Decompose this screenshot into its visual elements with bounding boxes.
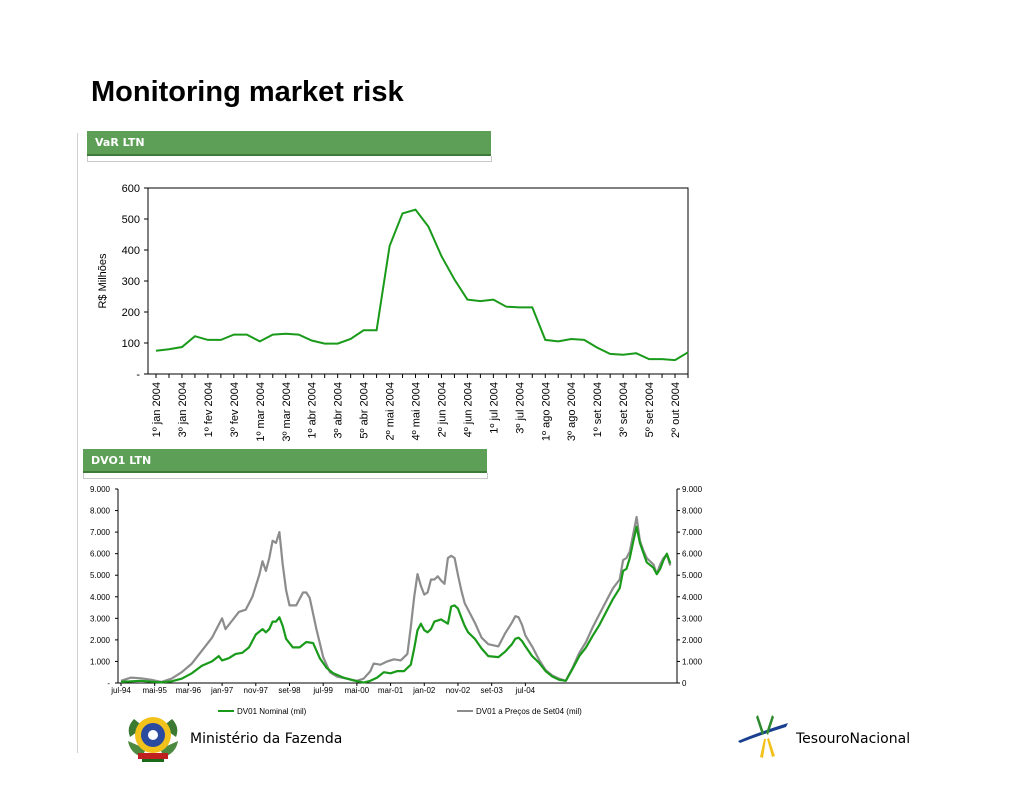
y-tick-label: 100: [122, 338, 140, 350]
y-tick-label: 300: [122, 276, 140, 288]
x-tick-label: 1º jul 2004: [488, 382, 500, 434]
dv01-ltn-panel-header: DVO1 LTN: [83, 449, 487, 473]
footer-ministry-label: Ministério da Fazenda: [190, 731, 343, 747]
x-tick-label: 3º set 2004: [618, 382, 630, 437]
x-tick-label: 3º jul 2004: [514, 382, 526, 434]
x-tick-label: 5º abr 2004: [359, 382, 371, 439]
y-tick-label: 500: [122, 214, 140, 226]
var-ltn-series-line: [155, 208, 689, 362]
dv01-ltn-panel-frame: [83, 473, 488, 479]
footer-tesouro-label: TesouroNacional: [796, 731, 911, 747]
x-tick-label: 4º mai 2004: [411, 382, 423, 440]
x-tick-label: 3º abr 2004: [333, 382, 345, 439]
y-tick-label: -: [136, 369, 140, 381]
x-tick-label: 5º set 2004: [644, 382, 656, 437]
coat-of-arms-icon: [128, 717, 178, 762]
y-tick-label: 400: [122, 245, 140, 257]
x-tick-label: 3º fev 2004: [229, 382, 241, 437]
var-ltn-panel-header: VaR LTN: [87, 131, 491, 156]
var-ltn-panel-frame: [87, 156, 492, 162]
plot-frame: [147, 187, 689, 375]
y-axis-label: R$ Milhões: [97, 253, 109, 309]
x-tick-label: 1º jan 2004: [151, 382, 163, 437]
x-tick-label: 2º mai 2004: [385, 382, 397, 440]
x-tick-label: 1º fev 2004: [203, 382, 215, 437]
page-title: Monitoring market risk: [91, 76, 404, 108]
x-tick-label: 1º set 2004: [592, 382, 604, 437]
x-tick-label: 3º jan 2004: [177, 382, 189, 437]
x-tick-label: 1º mar 2004: [255, 382, 267, 442]
tesouro-nacional-logo-icon: [738, 715, 788, 758]
x-tick-label: 2º jun 2004: [436, 382, 448, 437]
x-tick-label: 4º jun 2004: [462, 382, 474, 437]
x-tick-label: 3º mar 2004: [281, 382, 293, 442]
y-tick-label: 600: [122, 183, 140, 195]
x-tick-label: 1º abr 2004: [307, 382, 319, 439]
y-tick-label: 200: [122, 307, 140, 319]
left-divider-line: [77, 133, 78, 753]
x-tick-label: 1º ago 2004: [540, 382, 552, 441]
x-tick-label: 2º out 2004: [670, 382, 682, 438]
x-tick-label: 3º ago 2004: [566, 382, 578, 441]
